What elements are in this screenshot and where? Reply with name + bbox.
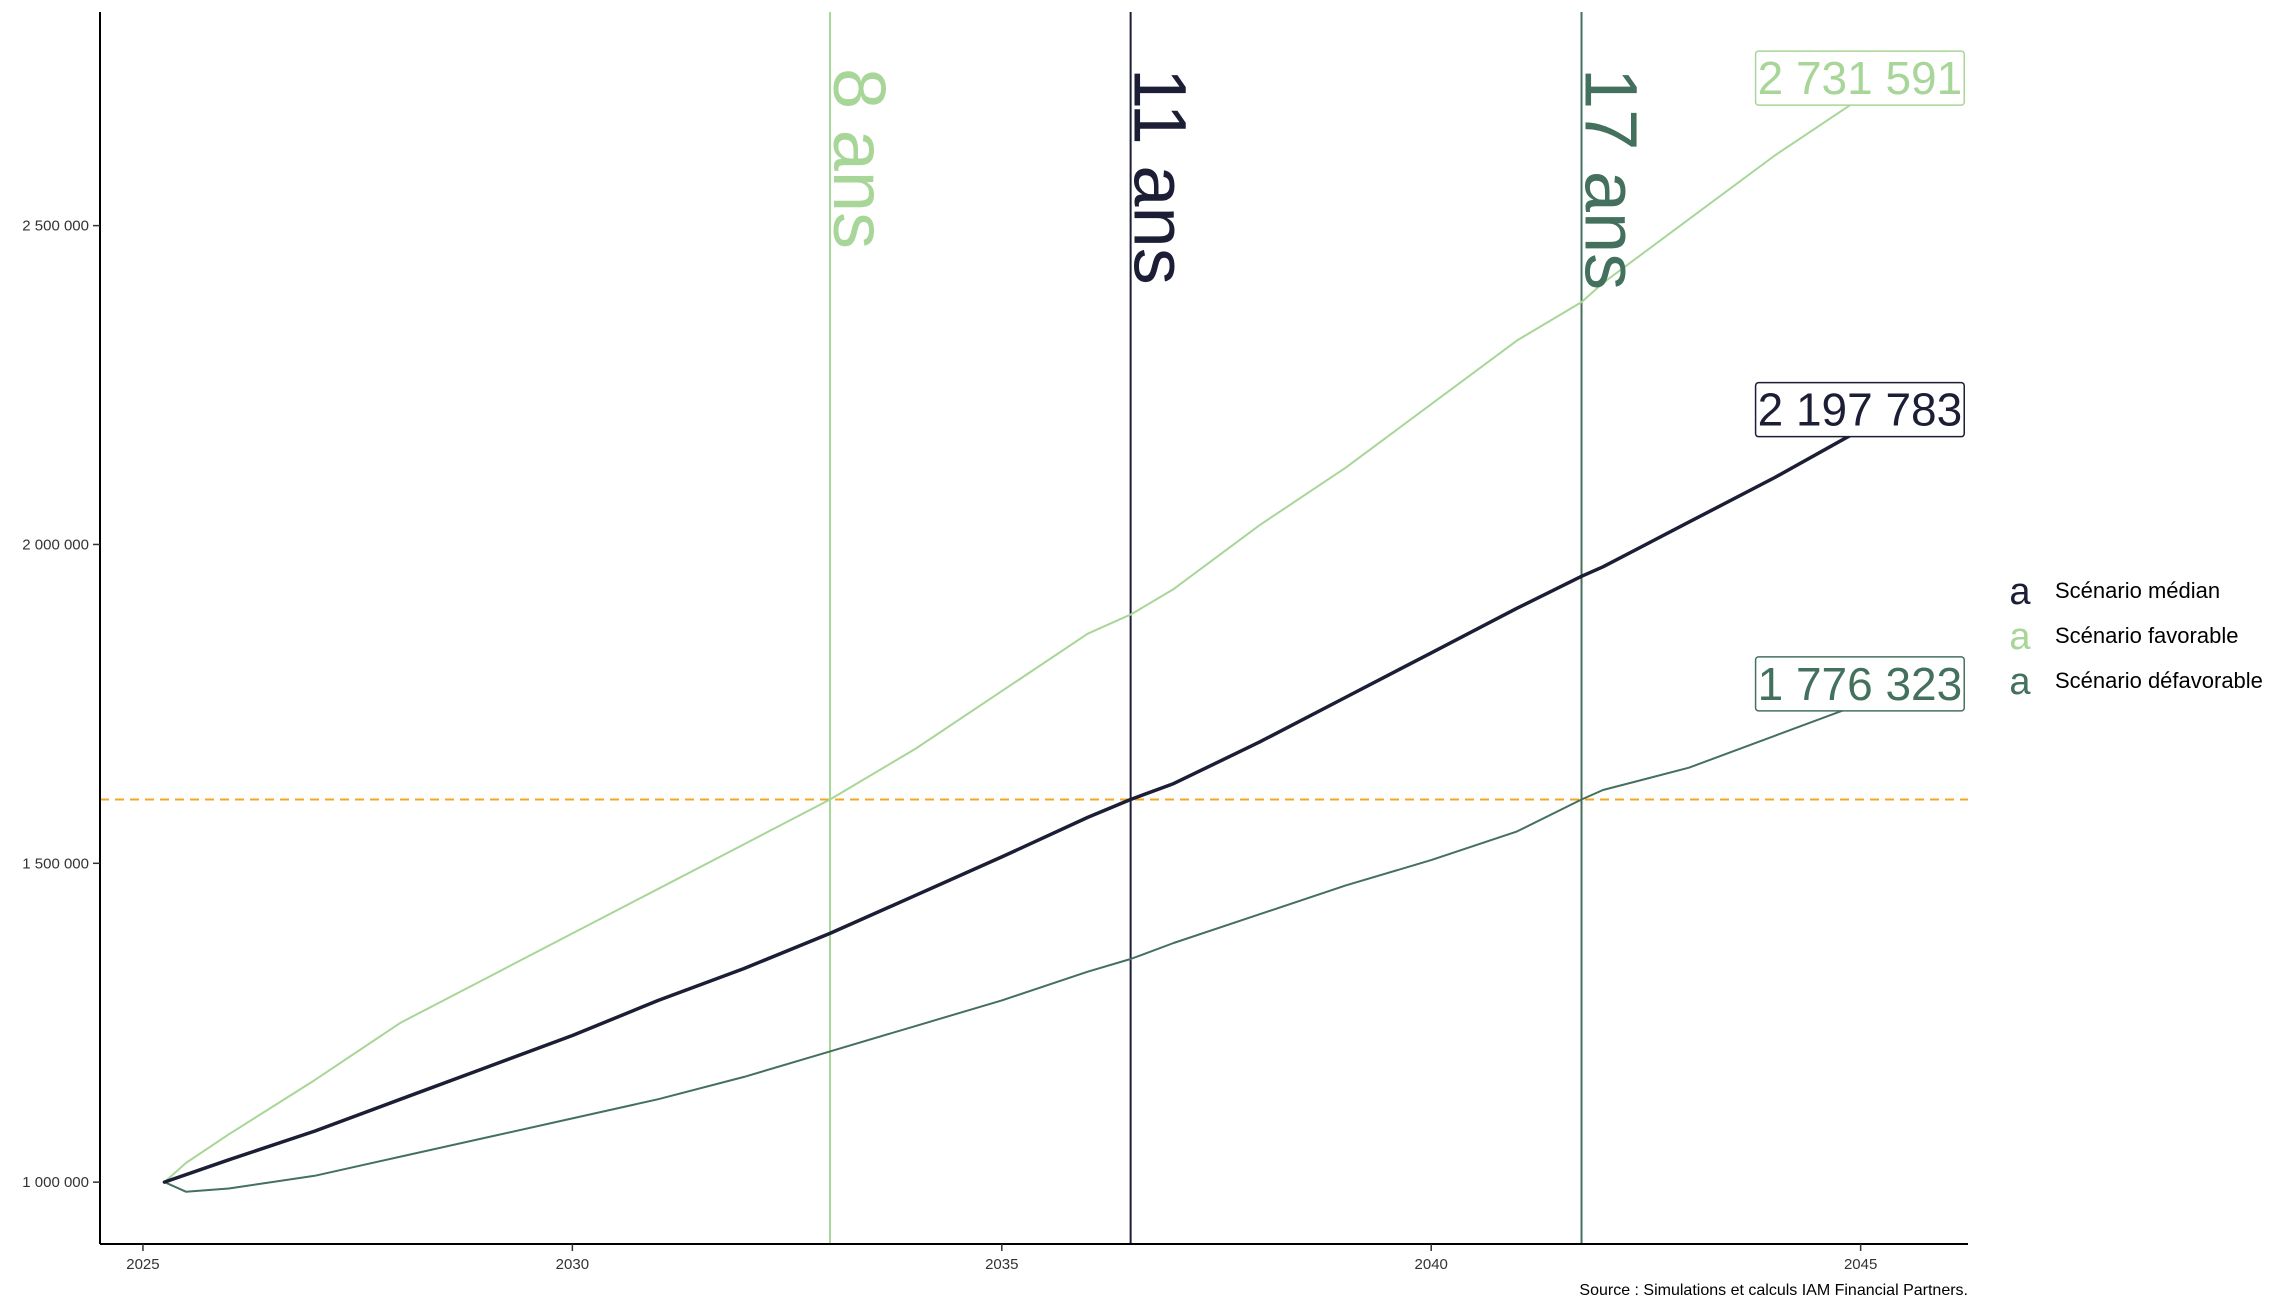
- x-tick-label: 2040: [1415, 1256, 1448, 1273]
- legend-label-median: Scénario médian: [2055, 578, 2220, 603]
- end-label-text-median: 2 197 783: [1758, 384, 1963, 436]
- end-label-text-defavorable: 1 776 323: [1758, 658, 1963, 710]
- x-tick-label: 2045: [1844, 1256, 1877, 1273]
- y-tick-label: 1 500 000: [22, 855, 89, 872]
- end-label-box-defavorable: [1754, 656, 1965, 712]
- y-tick-label: 2 000 000: [22, 536, 89, 553]
- caption: Source : Simulations et calculs IAM Fina…: [1579, 1282, 1968, 1299]
- legend-key-median: a: [2009, 571, 2031, 613]
- ticks-layer: 2025 2030 2035 2040 2045 1 000 000 1 500 000 2 …: [22, 218, 1877, 1273]
- legend-key-favorable: a: [2009, 616, 2031, 658]
- end-label-defavorable: 1 776 323: [1754, 656, 1965, 712]
- end-labels-layer: 2 197 783 2 731 591 1 776 323: [1754, 50, 1965, 712]
- series-layer: [162, 97, 1863, 1193]
- vertical-lines-layer: [829, 12, 1583, 1244]
- series-line-median: [162, 427, 1863, 1184]
- x-tick-label: 2035: [985, 1256, 1018, 1273]
- y-tick-label: 1 000 000: [22, 1174, 89, 1191]
- legend: a Scénario médian a Scénario favorable a Scén…: [2009, 571, 2262, 703]
- y-tick-label: 2 500 000: [22, 218, 89, 235]
- series-line-favorable: [163, 97, 1862, 1184]
- vertical-line-label-defavorable: 17 ans: [1570, 68, 1653, 290]
- axes-layer: [99, 12, 1968, 1245]
- end-label-box-favorable: [1754, 50, 1965, 106]
- end-label-median: 2 197 783: [1754, 381, 1965, 438]
- legend-label-favorable: Scénario favorable: [2055, 623, 2238, 648]
- vertical-line-label-favorable: 8 ans: [818, 68, 901, 249]
- legend-label-defavorable: Scénario défavorable: [2055, 668, 2263, 693]
- x-tick-label: 2030: [556, 1256, 589, 1273]
- legend-key-defavorable: a: [2009, 661, 2031, 703]
- end-label-favorable: 2 731 591: [1754, 50, 1965, 106]
- x-tick-label: 2025: [126, 1256, 159, 1273]
- vertical-line-label-median: 11 ans: [1119, 68, 1202, 285]
- end-label-text-favorable: 2 731 591: [1758, 52, 1963, 104]
- series-line-defavorable: [163, 702, 1862, 1193]
- vertical-line-labels-layer: 8 ans 11 ans 17 ans: [818, 68, 1652, 290]
- end-label-box-median: [1754, 381, 1965, 438]
